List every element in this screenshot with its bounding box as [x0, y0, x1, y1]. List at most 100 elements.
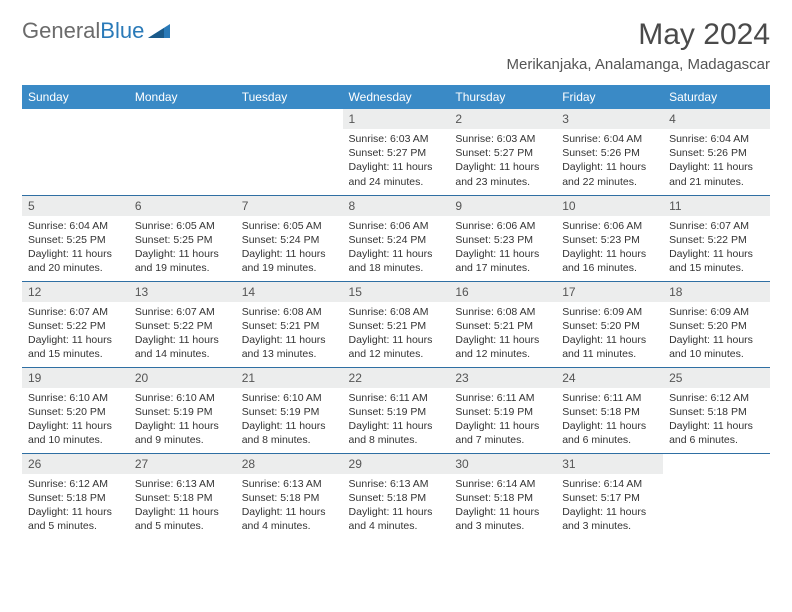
day-number: 6 [129, 196, 236, 216]
calendar-day-cell: 27Sunrise: 6:13 AMSunset: 5:18 PMDayligh… [129, 453, 236, 539]
day-info: Sunrise: 6:11 AMSunset: 5:18 PMDaylight:… [556, 388, 663, 452]
day-info: Sunrise: 6:12 AMSunset: 5:18 PMDaylight:… [22, 474, 129, 538]
day-number: 22 [343, 368, 450, 388]
calendar-day-cell: 24Sunrise: 6:11 AMSunset: 5:18 PMDayligh… [556, 367, 663, 453]
day-info: Sunrise: 6:13 AMSunset: 5:18 PMDaylight:… [129, 474, 236, 538]
calendar-day-cell: 25Sunrise: 6:12 AMSunset: 5:18 PMDayligh… [663, 367, 770, 453]
calendar-day-cell: 16Sunrise: 6:08 AMSunset: 5:21 PMDayligh… [449, 281, 556, 367]
weekday-header: Wednesday [343, 85, 450, 109]
day-number: 29 [343, 454, 450, 474]
weekday-header: Monday [129, 85, 236, 109]
weekday-header: Thursday [449, 85, 556, 109]
day-info: Sunrise: 6:08 AMSunset: 5:21 PMDaylight:… [236, 302, 343, 366]
calendar-day-cell: 10Sunrise: 6:06 AMSunset: 5:23 PMDayligh… [556, 195, 663, 281]
calendar-day-cell: 17Sunrise: 6:09 AMSunset: 5:20 PMDayligh… [556, 281, 663, 367]
day-number: 9 [449, 196, 556, 216]
calendar-day-cell: 20Sunrise: 6:10 AMSunset: 5:19 PMDayligh… [129, 367, 236, 453]
day-info: Sunrise: 6:13 AMSunset: 5:18 PMDaylight:… [236, 474, 343, 538]
day-info: Sunrise: 6:04 AMSunset: 5:26 PMDaylight:… [556, 129, 663, 193]
day-info: Sunrise: 6:14 AMSunset: 5:17 PMDaylight:… [556, 474, 663, 538]
day-number: 2 [449, 109, 556, 129]
day-info: Sunrise: 6:06 AMSunset: 5:24 PMDaylight:… [343, 216, 450, 280]
day-info: Sunrise: 6:09 AMSunset: 5:20 PMDaylight:… [556, 302, 663, 366]
calendar-day-cell: 1Sunrise: 6:03 AMSunset: 5:27 PMDaylight… [343, 109, 450, 195]
brand-part1: General [22, 18, 100, 44]
weekday-header: Sunday [22, 85, 129, 109]
day-info: Sunrise: 6:11 AMSunset: 5:19 PMDaylight:… [449, 388, 556, 452]
day-info: Sunrise: 6:03 AMSunset: 5:27 PMDaylight:… [449, 129, 556, 193]
calendar-day-cell: .. [236, 109, 343, 195]
day-number: 30 [449, 454, 556, 474]
day-info: Sunrise: 6:12 AMSunset: 5:18 PMDaylight:… [663, 388, 770, 452]
title-block: May 2024 Merikanjaka, Analamanga, Madaga… [507, 18, 770, 73]
calendar-day-cell: 18Sunrise: 6:09 AMSunset: 5:20 PMDayligh… [663, 281, 770, 367]
page-header: GeneralBlue May 2024 Merikanjaka, Analam… [22, 18, 770, 73]
day-info: Sunrise: 6:10 AMSunset: 5:19 PMDaylight:… [236, 388, 343, 452]
day-number: 28 [236, 454, 343, 474]
calendar-day-cell: 5Sunrise: 6:04 AMSunset: 5:25 PMDaylight… [22, 195, 129, 281]
day-info: Sunrise: 6:03 AMSunset: 5:27 PMDaylight:… [343, 129, 450, 193]
day-number: 16 [449, 282, 556, 302]
calendar-day-cell: 11Sunrise: 6:07 AMSunset: 5:22 PMDayligh… [663, 195, 770, 281]
day-info: Sunrise: 6:06 AMSunset: 5:23 PMDaylight:… [449, 216, 556, 280]
calendar-week-row: 26Sunrise: 6:12 AMSunset: 5:18 PMDayligh… [22, 453, 770, 539]
day-info: Sunrise: 6:06 AMSunset: 5:23 PMDaylight:… [556, 216, 663, 280]
calendar-day-cell: 23Sunrise: 6:11 AMSunset: 5:19 PMDayligh… [449, 367, 556, 453]
triangle-icon [148, 18, 170, 44]
day-info: Sunrise: 6:13 AMSunset: 5:18 PMDaylight:… [343, 474, 450, 538]
calendar-day-cell: .. [129, 109, 236, 195]
day-number: 11 [663, 196, 770, 216]
calendar-day-cell: 15Sunrise: 6:08 AMSunset: 5:21 PMDayligh… [343, 281, 450, 367]
day-info: Sunrise: 6:08 AMSunset: 5:21 PMDaylight:… [449, 302, 556, 366]
day-info: Sunrise: 6:04 AMSunset: 5:25 PMDaylight:… [22, 216, 129, 280]
day-info: Sunrise: 6:14 AMSunset: 5:18 PMDaylight:… [449, 474, 556, 538]
calendar-day-cell: 28Sunrise: 6:13 AMSunset: 5:18 PMDayligh… [236, 453, 343, 539]
calendar-day-cell: 2Sunrise: 6:03 AMSunset: 5:27 PMDaylight… [449, 109, 556, 195]
calendar-day-cell: 31Sunrise: 6:14 AMSunset: 5:17 PMDayligh… [556, 453, 663, 539]
day-number: 13 [129, 282, 236, 302]
day-info: Sunrise: 6:10 AMSunset: 5:19 PMDaylight:… [129, 388, 236, 452]
day-info: Sunrise: 6:07 AMSunset: 5:22 PMDaylight:… [22, 302, 129, 366]
day-number: 15 [343, 282, 450, 302]
day-info: Sunrise: 6:11 AMSunset: 5:19 PMDaylight:… [343, 388, 450, 452]
weekday-header: Friday [556, 85, 663, 109]
brand-part2: Blue [100, 18, 144, 44]
location-text: Merikanjaka, Analamanga, Madagascar [507, 56, 770, 73]
day-info: Sunrise: 6:10 AMSunset: 5:20 PMDaylight:… [22, 388, 129, 452]
day-info: Sunrise: 6:07 AMSunset: 5:22 PMDaylight:… [663, 216, 770, 280]
day-number: 1 [343, 109, 450, 129]
calendar-day-cell: 13Sunrise: 6:07 AMSunset: 5:22 PMDayligh… [129, 281, 236, 367]
day-info: Sunrise: 6:05 AMSunset: 5:25 PMDaylight:… [129, 216, 236, 280]
day-number: 19 [22, 368, 129, 388]
calendar-day-cell: 12Sunrise: 6:07 AMSunset: 5:22 PMDayligh… [22, 281, 129, 367]
day-number: 18 [663, 282, 770, 302]
day-number: 10 [556, 196, 663, 216]
day-number: 5 [22, 196, 129, 216]
calendar-day-cell: 4Sunrise: 6:04 AMSunset: 5:26 PMDaylight… [663, 109, 770, 195]
calendar-day-cell: 19Sunrise: 6:10 AMSunset: 5:20 PMDayligh… [22, 367, 129, 453]
calendar-table: SundayMondayTuesdayWednesdayThursdayFrid… [22, 85, 770, 539]
calendar-day-cell: 9Sunrise: 6:06 AMSunset: 5:23 PMDaylight… [449, 195, 556, 281]
calendar-day-cell: 3Sunrise: 6:04 AMSunset: 5:26 PMDaylight… [556, 109, 663, 195]
calendar-day-cell: 21Sunrise: 6:10 AMSunset: 5:19 PMDayligh… [236, 367, 343, 453]
day-info: Sunrise: 6:05 AMSunset: 5:24 PMDaylight:… [236, 216, 343, 280]
day-number: 8 [343, 196, 450, 216]
day-number: 17 [556, 282, 663, 302]
day-number: 24 [556, 368, 663, 388]
calendar-day-cell: .. [22, 109, 129, 195]
calendar-week-row: 12Sunrise: 6:07 AMSunset: 5:22 PMDayligh… [22, 281, 770, 367]
calendar-body: ......1Sunrise: 6:03 AMSunset: 5:27 PMDa… [22, 109, 770, 539]
calendar-header-row: SundayMondayTuesdayWednesdayThursdayFrid… [22, 85, 770, 109]
calendar-day-cell: 30Sunrise: 6:14 AMSunset: 5:18 PMDayligh… [449, 453, 556, 539]
calendar-day-cell: 8Sunrise: 6:06 AMSunset: 5:24 PMDaylight… [343, 195, 450, 281]
calendar-day-cell: 22Sunrise: 6:11 AMSunset: 5:19 PMDayligh… [343, 367, 450, 453]
calendar-week-row: 19Sunrise: 6:10 AMSunset: 5:20 PMDayligh… [22, 367, 770, 453]
day-info: Sunrise: 6:09 AMSunset: 5:20 PMDaylight:… [663, 302, 770, 366]
calendar-day-cell: .. [663, 453, 770, 539]
day-number: 25 [663, 368, 770, 388]
day-number: 23 [449, 368, 556, 388]
calendar-day-cell: 29Sunrise: 6:13 AMSunset: 5:18 PMDayligh… [343, 453, 450, 539]
calendar-day-cell: 6Sunrise: 6:05 AMSunset: 5:25 PMDaylight… [129, 195, 236, 281]
day-number: 4 [663, 109, 770, 129]
day-number: 12 [22, 282, 129, 302]
